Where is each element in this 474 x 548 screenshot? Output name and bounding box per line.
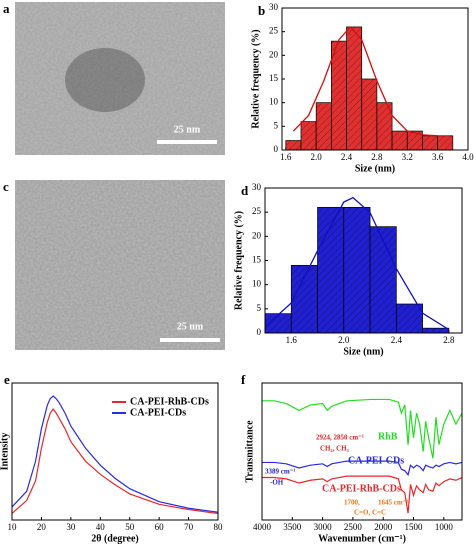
fit-curve [264,196,450,331]
bar [300,121,317,151]
series-line [11,408,219,515]
y-tick-label: 15 [252,255,262,265]
x-tick-label: 2.0 [338,335,350,345]
x-tick-label: 3.6 [432,152,444,162]
x-tick-label: 10 [8,522,18,532]
scale-bar-label: 25 nm [177,321,204,332]
annotation: -OH [270,479,284,487]
x-axis-label: Size (nm) [343,346,383,357]
x-axis-label: 2θ (degree) [91,533,139,544]
x-tick-label: 2.4 [341,152,353,162]
bar [317,206,345,334]
bar [315,102,332,151]
y-tick-label: 5 [274,120,279,130]
x-tick-label: 2.0 [311,152,323,162]
bar [330,40,347,151]
y-tick-label: 10 [252,279,262,289]
y-tick-label: 5 [257,303,262,313]
x-tick-label: 2.4 [391,335,403,345]
series-label: CA-PEI-CDs [348,455,404,466]
tem-image-c: 25 nm [15,180,225,350]
x-tick-label: 4.0 [462,152,474,162]
x-tick-label: 1000 [435,522,454,532]
x-tick-label: 40 [96,522,106,532]
plot-frame [264,187,463,334]
y-tick-label: 0 [257,327,262,337]
bar [369,226,397,334]
bar [422,135,438,151]
annotation: CH₂, CH₃ [320,445,349,453]
plot-frame [11,382,219,521]
series-line [11,395,219,513]
x-tick-label: 2.8 [371,152,383,162]
plot-frame [281,7,469,151]
y-tick-label: 0 [274,144,279,154]
y-axis-label: Relative frequency (%) [233,211,244,310]
x-tick-label: 2000 [374,522,393,532]
x-tick-label: 1.6 [280,152,292,162]
y-tick-label: 25 [269,26,279,36]
annotation: 1645 cm⁻¹ [378,499,408,507]
y-tick-label: 15 [269,73,279,83]
bar [422,327,450,334]
x-tick-label: 4000 [253,522,272,532]
x-tick-label: 1.6 [286,335,298,345]
panel-label: c [3,179,9,194]
x-tick-label: 3000 [314,522,333,532]
series-line [262,475,463,514]
x-axis-label: Wavenumber (cm⁻¹) [318,533,406,544]
y-tick-label: 10 [269,97,279,107]
x-tick-label: 80 [214,522,224,532]
x-tick-label: 3500 [283,522,302,532]
panel-label: e [4,372,10,387]
panel-label: d [241,183,249,198]
x-axis-label: Size (nm) [355,163,395,174]
annotation: 1700, [344,499,360,507]
fit-curve [292,25,438,137]
panel-label: f [241,372,246,387]
panel-label: b [258,3,265,18]
bar [290,264,318,334]
bar [437,135,454,151]
plot-frame [261,382,463,521]
y-tick-label: 20 [252,230,262,240]
bar [395,303,423,334]
x-tick-label: 2.8 [443,335,455,345]
y-axis-label: Relative frequency (%) [250,29,261,128]
bar [343,206,371,334]
x-tick-label: 30 [66,522,76,532]
scale-bar-label: 25 nm [174,124,201,135]
bar [391,130,408,151]
series-line [262,460,463,477]
annotation: 3389 cm⁻¹ [265,468,295,476]
y-tick-label: 25 [252,206,262,216]
bar [361,78,378,151]
annotation: 2924, 2850 cm⁻¹ [316,434,364,442]
series-label: RhB [378,431,398,442]
series-label: CA-PEI-RhB-CDs [322,483,401,494]
y-tick-label: 30 [269,2,279,12]
bar [285,140,302,151]
y-tick-label: 20 [269,49,279,59]
y-axis-label: Transmittance [244,420,255,483]
x-tick-label: 1500 [405,522,424,532]
x-tick-label: 70 [184,522,194,532]
legend-label: CA-PEI-CDs [130,407,186,418]
x-tick-label: 20 [37,522,47,532]
annotation: C=O, C=C [354,509,386,517]
series-line [262,398,463,459]
x-tick-label: 2500 [344,522,363,532]
tem-image-a: 25 nm [15,2,225,155]
x-tick-label: 50 [125,522,135,532]
x-tick-label: 60 [155,522,165,532]
legend-label: CA-PEI-RhB-CDs [130,396,209,407]
y-axis-label: Intensity [0,433,10,471]
bar [346,26,363,151]
y-tick-label: 30 [252,182,262,192]
x-tick-label: 3.2 [402,152,413,162]
panel-label: a [3,1,10,16]
